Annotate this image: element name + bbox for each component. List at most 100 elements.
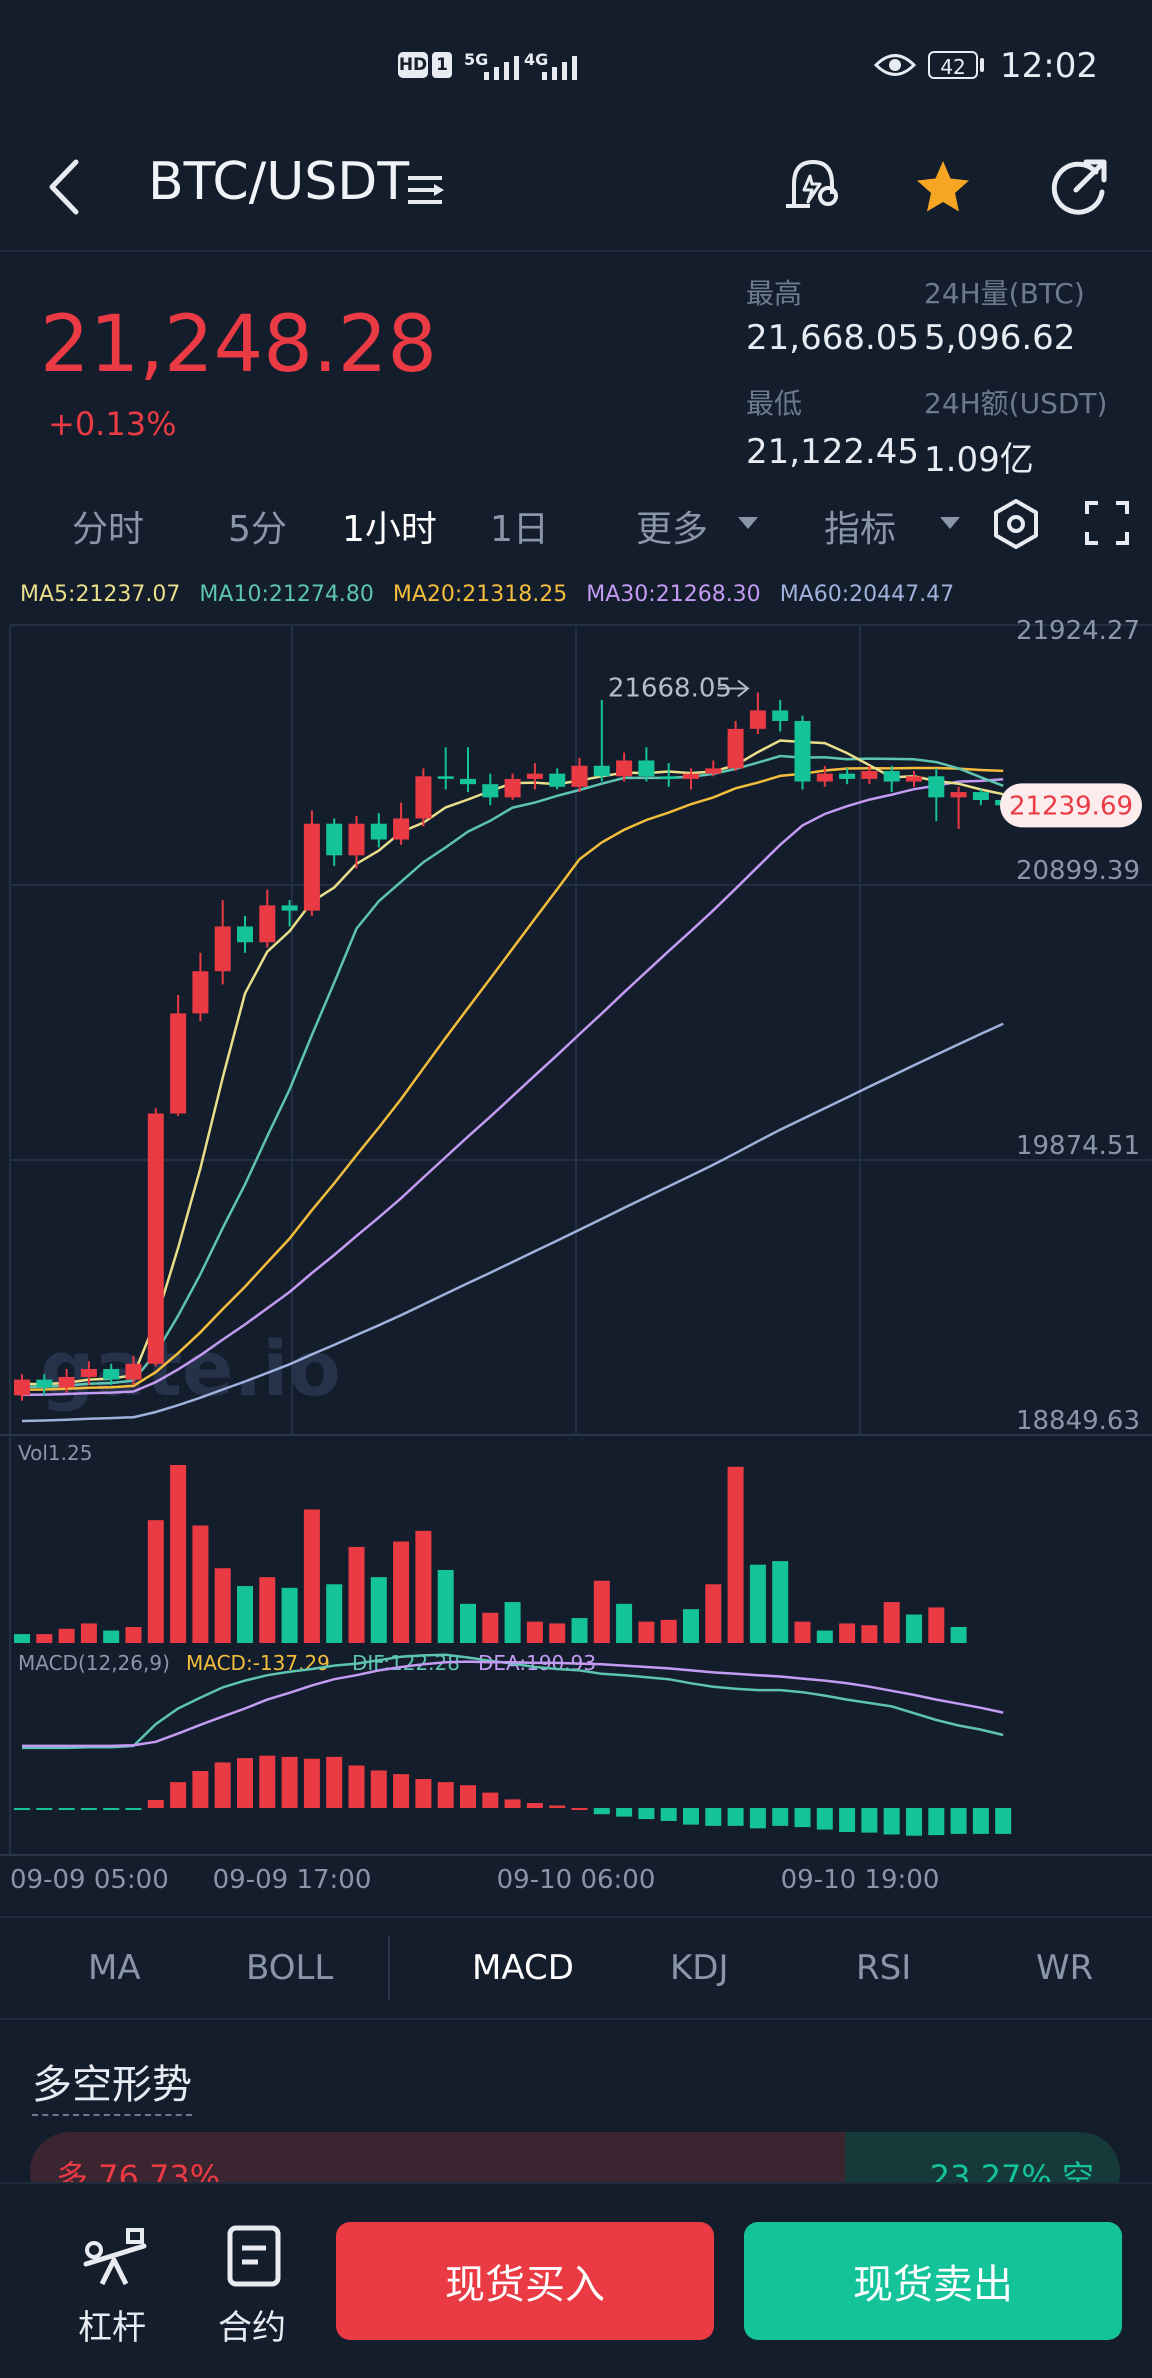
time-axis-label: 09-10 06:00 xyxy=(497,1865,656,1895)
battery-level: 42 xyxy=(940,55,966,79)
pair-title[interactable]: BTC/USDT xyxy=(148,152,410,212)
tab-kdj[interactable]: KDJ xyxy=(670,1948,729,1988)
macd-hist-bar xyxy=(683,1808,699,1825)
star-icon[interactable] xyxy=(912,156,974,218)
macd-hist-bar xyxy=(460,1785,476,1808)
tab-ma[interactable]: MA xyxy=(88,1948,141,1988)
candle-body xyxy=(303,823,320,911)
amount-value: 1.09亿 xyxy=(924,440,1034,480)
volume-bar xyxy=(660,1619,677,1643)
spot-buy-button[interactable]: 现货买入 xyxy=(336,2222,714,2340)
volume-bar xyxy=(638,1621,655,1643)
candle-body xyxy=(705,768,722,774)
ma10-legend: MA10:21274.80 xyxy=(199,582,374,607)
volume-bar xyxy=(549,1623,566,1643)
volume-bar xyxy=(950,1626,967,1643)
ma5-legend: MA5:21237.07 xyxy=(20,582,181,607)
battery-tip xyxy=(980,58,984,72)
candle-body xyxy=(972,792,989,800)
candle-body xyxy=(482,784,499,798)
header: BTC/USDT xyxy=(0,130,1152,250)
spot-sell-button[interactable]: 现货卖出 xyxy=(744,2222,1122,2340)
signal-icon-2 xyxy=(542,56,577,80)
back-icon[interactable] xyxy=(40,152,90,222)
macd-hist-bar xyxy=(549,1805,566,1808)
tab-1hour[interactable]: 1小时 xyxy=(342,509,437,550)
volume-bar xyxy=(125,1626,142,1643)
hd-badge: HD xyxy=(398,52,428,78)
candle-body xyxy=(460,778,476,785)
volume-bar xyxy=(683,1609,699,1643)
macd-hist-bar xyxy=(660,1808,677,1821)
candle-body xyxy=(214,926,231,972)
ma-legend: MA5:21237.07 MA10:21274.80 MA20:21318.25… xyxy=(20,582,966,607)
macd-hist-bar xyxy=(839,1808,856,1833)
volume-bar xyxy=(370,1577,387,1643)
macd-hist-bar xyxy=(147,1799,164,1808)
settings-icon[interactable] xyxy=(990,498,1042,550)
macd-value: MACD:-137.29 xyxy=(186,1651,330,1675)
candle-body xyxy=(950,792,967,798)
network-4g-label: 4G xyxy=(524,50,549,69)
clock: 12:02 xyxy=(1000,46,1098,86)
macd-hist-bar xyxy=(816,1808,833,1830)
low-value: 21,122.45 xyxy=(746,432,920,472)
time-axis: 09-09 05:00 09-09 17:00 09-10 06:00 09-10 1… xyxy=(10,1865,939,1895)
dea-line xyxy=(22,1660,1004,1748)
volume-bar xyxy=(526,1621,543,1643)
macd-hist-bar xyxy=(437,1782,454,1808)
candle-body xyxy=(437,776,454,779)
ma5-line xyxy=(21,739,1004,1386)
fullscreen-icon[interactable] xyxy=(1084,500,1130,546)
menu-icon[interactable] xyxy=(404,170,448,214)
kline-chart[interactable]: gate.io 21924.27 20899.39 19874.51 18849.63… xyxy=(0,600,1152,1900)
candle-body xyxy=(883,771,900,782)
tab-divider xyxy=(388,1936,390,2000)
volume-bar xyxy=(772,1561,789,1643)
tab-5min[interactable]: 5分 xyxy=(228,509,287,550)
tab-1day[interactable]: 1日 xyxy=(490,509,549,550)
tab-indicators[interactable]: 指标 xyxy=(824,509,897,550)
macd-hist-bar xyxy=(415,1779,432,1808)
dif-line xyxy=(22,1653,1004,1750)
macd-hist-bar xyxy=(125,1808,142,1810)
volume-bar xyxy=(928,1607,945,1643)
tab-macd[interactable]: MACD xyxy=(472,1948,574,1988)
tab-boll[interactable]: BOLL xyxy=(246,1948,334,1988)
macd-hist-bar xyxy=(393,1774,410,1808)
volume-bar xyxy=(571,1618,588,1643)
volume-bar xyxy=(593,1580,610,1643)
macd-hist-bar xyxy=(303,1758,320,1808)
sim-badge: 1 xyxy=(432,52,452,78)
price-axis-label: 18849.63 xyxy=(1016,1406,1140,1436)
volume-bar xyxy=(192,1525,209,1643)
price-markers: 21668.05 21239.69 xyxy=(608,674,1142,828)
vol-label: 24H量(BTC) xyxy=(924,277,1085,310)
macd-hist-bar xyxy=(214,1762,231,1808)
macd-hist-bar xyxy=(794,1808,811,1828)
macd-hist-bar xyxy=(192,1771,209,1808)
volume-bar xyxy=(36,1634,53,1643)
tab-rsi[interactable]: RSI xyxy=(856,1948,912,1988)
leverage-button[interactable]: 杠杆 xyxy=(60,2224,170,2354)
alert-icon[interactable] xyxy=(780,150,846,222)
volume-bar xyxy=(80,1623,97,1643)
volume-bar xyxy=(839,1623,856,1643)
contract-button[interactable]: 合约 xyxy=(200,2224,310,2354)
volume-bar xyxy=(348,1546,365,1643)
volume-bar xyxy=(906,1614,922,1643)
volume-bar xyxy=(237,1586,253,1643)
contract-icon xyxy=(227,2225,281,2287)
battery-icon: 42 xyxy=(928,51,978,79)
candle-body xyxy=(638,760,655,777)
indicator-tabs: MA BOLL MACD KDJ RSI WR xyxy=(0,1916,1152,2020)
tab-wr[interactable]: WR xyxy=(1036,1948,1094,1988)
macd-hist-bar xyxy=(259,1755,276,1808)
tab-time-share[interactable]: 分时 xyxy=(72,509,145,550)
volume-label: Vol1.25 xyxy=(18,1441,92,1465)
macd-hist-bar xyxy=(103,1808,120,1810)
share-icon[interactable] xyxy=(1046,152,1110,222)
candle-body xyxy=(281,905,298,911)
sentiment-title[interactable]: 多空形势 xyxy=(32,2052,192,2116)
tab-more[interactable]: 更多 xyxy=(636,509,709,550)
